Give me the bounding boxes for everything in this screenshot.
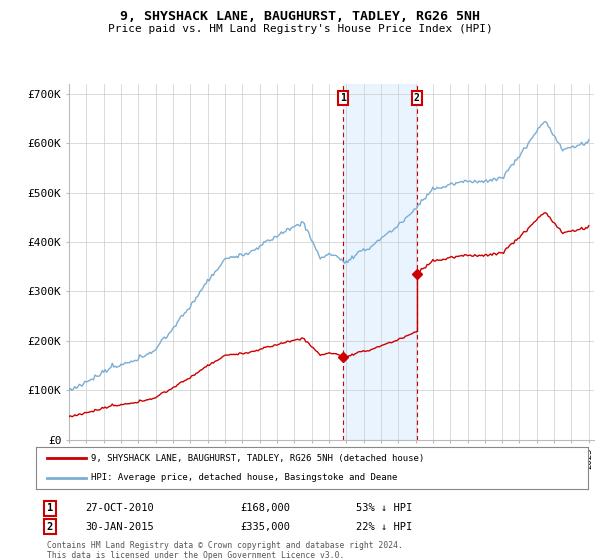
- Text: HPI: Average price, detached house, Basingstoke and Deane: HPI: Average price, detached house, Basi…: [91, 473, 398, 482]
- Text: 27-OCT-2010: 27-OCT-2010: [86, 503, 154, 514]
- Text: 1: 1: [47, 503, 53, 514]
- Text: 9, SHYSHACK LANE, BAUGHURST, TADLEY, RG26 5NH (detached house): 9, SHYSHACK LANE, BAUGHURST, TADLEY, RG2…: [91, 454, 424, 463]
- Text: 9, SHYSHACK LANE, BAUGHURST, TADLEY, RG26 5NH: 9, SHYSHACK LANE, BAUGHURST, TADLEY, RG2…: [120, 10, 480, 23]
- Text: 2: 2: [414, 93, 420, 103]
- Text: 53% ↓ HPI: 53% ↓ HPI: [356, 503, 412, 514]
- Text: 1: 1: [340, 93, 346, 103]
- Text: Contains HM Land Registry data © Crown copyright and database right 2024.
This d: Contains HM Land Registry data © Crown c…: [47, 540, 403, 560]
- Text: 22% ↓ HPI: 22% ↓ HPI: [356, 521, 412, 531]
- Text: £335,000: £335,000: [240, 521, 290, 531]
- Text: 2: 2: [47, 521, 53, 531]
- Text: Price paid vs. HM Land Registry's House Price Index (HPI): Price paid vs. HM Land Registry's House …: [107, 24, 493, 34]
- Text: £168,000: £168,000: [240, 503, 290, 514]
- Text: 30-JAN-2015: 30-JAN-2015: [86, 521, 154, 531]
